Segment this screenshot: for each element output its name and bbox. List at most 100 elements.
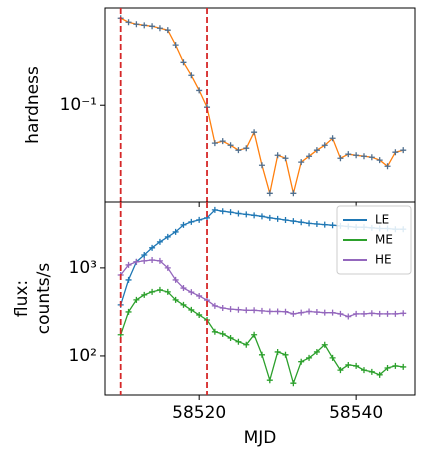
data-point (282, 308, 289, 315)
data-point (211, 302, 218, 309)
data-point (172, 42, 179, 49)
data-point (227, 306, 234, 313)
data-point (125, 19, 132, 26)
data-point (251, 307, 258, 314)
data-point (274, 348, 281, 355)
data-point (243, 307, 250, 314)
data-point (180, 301, 187, 308)
data-point (258, 213, 265, 220)
data-point (196, 311, 203, 318)
data-point (251, 331, 258, 338)
data-point (141, 257, 148, 264)
data-point (360, 153, 367, 160)
data-point (290, 218, 297, 225)
data-point (196, 292, 203, 299)
data-point (400, 310, 407, 317)
data-point (125, 308, 132, 315)
data-point (258, 351, 265, 358)
data-point (243, 145, 250, 152)
data-point (219, 330, 226, 337)
data-point (368, 368, 375, 375)
data-point (376, 310, 383, 317)
data-point (266, 377, 273, 384)
data-point (360, 310, 367, 317)
legend-label: LE (375, 213, 389, 227)
data-point (274, 152, 281, 159)
data-point (266, 190, 273, 197)
data-point (133, 21, 140, 28)
data-point (306, 308, 313, 315)
data-point (251, 212, 258, 219)
data-point (337, 155, 344, 162)
legend: LE ME HE (336, 205, 412, 275)
data-point (321, 341, 328, 348)
data-point (141, 252, 148, 259)
data-point (360, 367, 367, 374)
data-point (219, 138, 226, 145)
legend-label: ME (375, 233, 393, 247)
data-point (376, 157, 383, 164)
data-point (211, 206, 218, 213)
data-point (290, 190, 297, 197)
data-point (227, 209, 234, 216)
data-point (313, 348, 320, 355)
data-point (266, 308, 273, 315)
data-point (235, 147, 242, 154)
data-point (149, 244, 156, 251)
data-point (188, 306, 195, 313)
data-point (282, 155, 289, 162)
plot-frame (104, 7, 416, 203)
data-point (156, 238, 163, 245)
data-point (149, 23, 156, 30)
data-point (298, 309, 305, 316)
series-line (120, 289, 404, 386)
data-point (353, 310, 360, 317)
y-axis-label: counts/s (34, 263, 54, 335)
data-point (188, 289, 195, 296)
data-point (329, 354, 336, 361)
y-axis-label: hardness (23, 66, 43, 144)
data-point (149, 256, 156, 263)
data-point (125, 276, 132, 283)
data-point (211, 140, 218, 147)
data-point (321, 142, 328, 149)
data-point (306, 354, 313, 361)
y-tick-label: 10³ (69, 258, 97, 278)
data-point (188, 72, 195, 79)
data-point (235, 210, 242, 217)
data-point (235, 306, 242, 313)
data-point (196, 87, 203, 94)
data-point (258, 162, 265, 169)
data-point (164, 233, 171, 240)
data-point (306, 153, 313, 160)
data-point (141, 291, 148, 298)
x-tick-label: 58540 (329, 403, 383, 423)
data-point (329, 135, 336, 142)
data-point (345, 313, 352, 320)
data-point (133, 296, 140, 303)
data-point (211, 328, 218, 335)
data-point (313, 147, 320, 154)
data-point (251, 129, 258, 136)
data-point (298, 358, 305, 365)
y-tick-label: 10⁻¹ (60, 95, 97, 115)
data-point (243, 341, 250, 348)
legend-label: HE (375, 253, 392, 267)
data-point (180, 221, 187, 228)
y-axis-label: flux: (12, 280, 32, 317)
data-point (368, 154, 375, 161)
data-point (392, 362, 399, 369)
data-point (243, 211, 250, 218)
data-point (188, 218, 195, 225)
data-point (172, 276, 179, 283)
data-point (156, 286, 163, 293)
data-point (384, 310, 391, 317)
data-point (392, 310, 399, 317)
data-point (384, 364, 391, 371)
data-point (180, 285, 187, 292)
data-point (376, 371, 383, 378)
data-point (172, 296, 179, 303)
data-point (164, 27, 171, 34)
data-point (156, 25, 163, 32)
legend-box (336, 205, 412, 275)
